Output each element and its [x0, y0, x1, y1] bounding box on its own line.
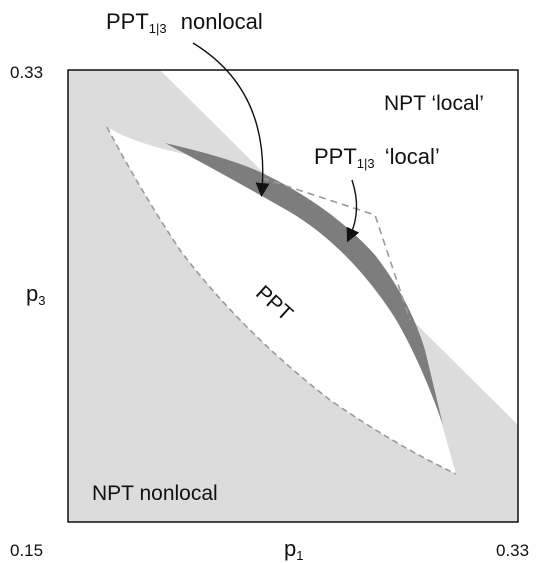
ppt13-local-sub: 1|3: [356, 156, 375, 171]
ppt13-nonlocal-label: PPT1|3 nonlocal: [106, 9, 263, 36]
ppt13-local-boundary: [261, 177, 411, 321]
npt-nonlocal-label: NPT nonlocal: [92, 482, 218, 505]
ppt-lower-boundary: [106, 126, 457, 475]
ppt13-nonlocal-rest: nonlocal: [180, 9, 263, 34]
y-axis-label-main: p: [26, 281, 39, 306]
y-axis-label-sub: 3: [38, 293, 46, 308]
y-max-tick: 0.33: [10, 63, 44, 82]
x-axis-label-sub: 1: [296, 548, 304, 563]
ppt13-local-label: PPT1|3 ‘local’: [314, 144, 440, 171]
plot-frame: [67, 69, 519, 523]
x-axis-label: p1: [284, 536, 304, 563]
x-max-tick: 0.33: [496, 541, 530, 560]
y-axis-label: p3: [26, 281, 46, 308]
ppt13-local-rest: ‘local’: [384, 144, 440, 169]
ppt13-nonlocal-sub: 1|3: [148, 21, 167, 36]
arrow-ppt13-local: [346, 179, 360, 243]
ppt13-nonlocal-band: [165, 143, 443, 425]
npt-local-label: NPT ‘local’: [384, 92, 484, 115]
arrow-ppt13-nonlocal: [192, 42, 270, 197]
ppt13-nonlocal-main: PPT: [106, 9, 149, 34]
x-min-tick: 0.15: [10, 541, 44, 560]
ppt13-local-main: PPT: [314, 144, 357, 169]
x-axis-label-main: p: [284, 536, 297, 561]
ppt-region: [107, 127, 456, 474]
